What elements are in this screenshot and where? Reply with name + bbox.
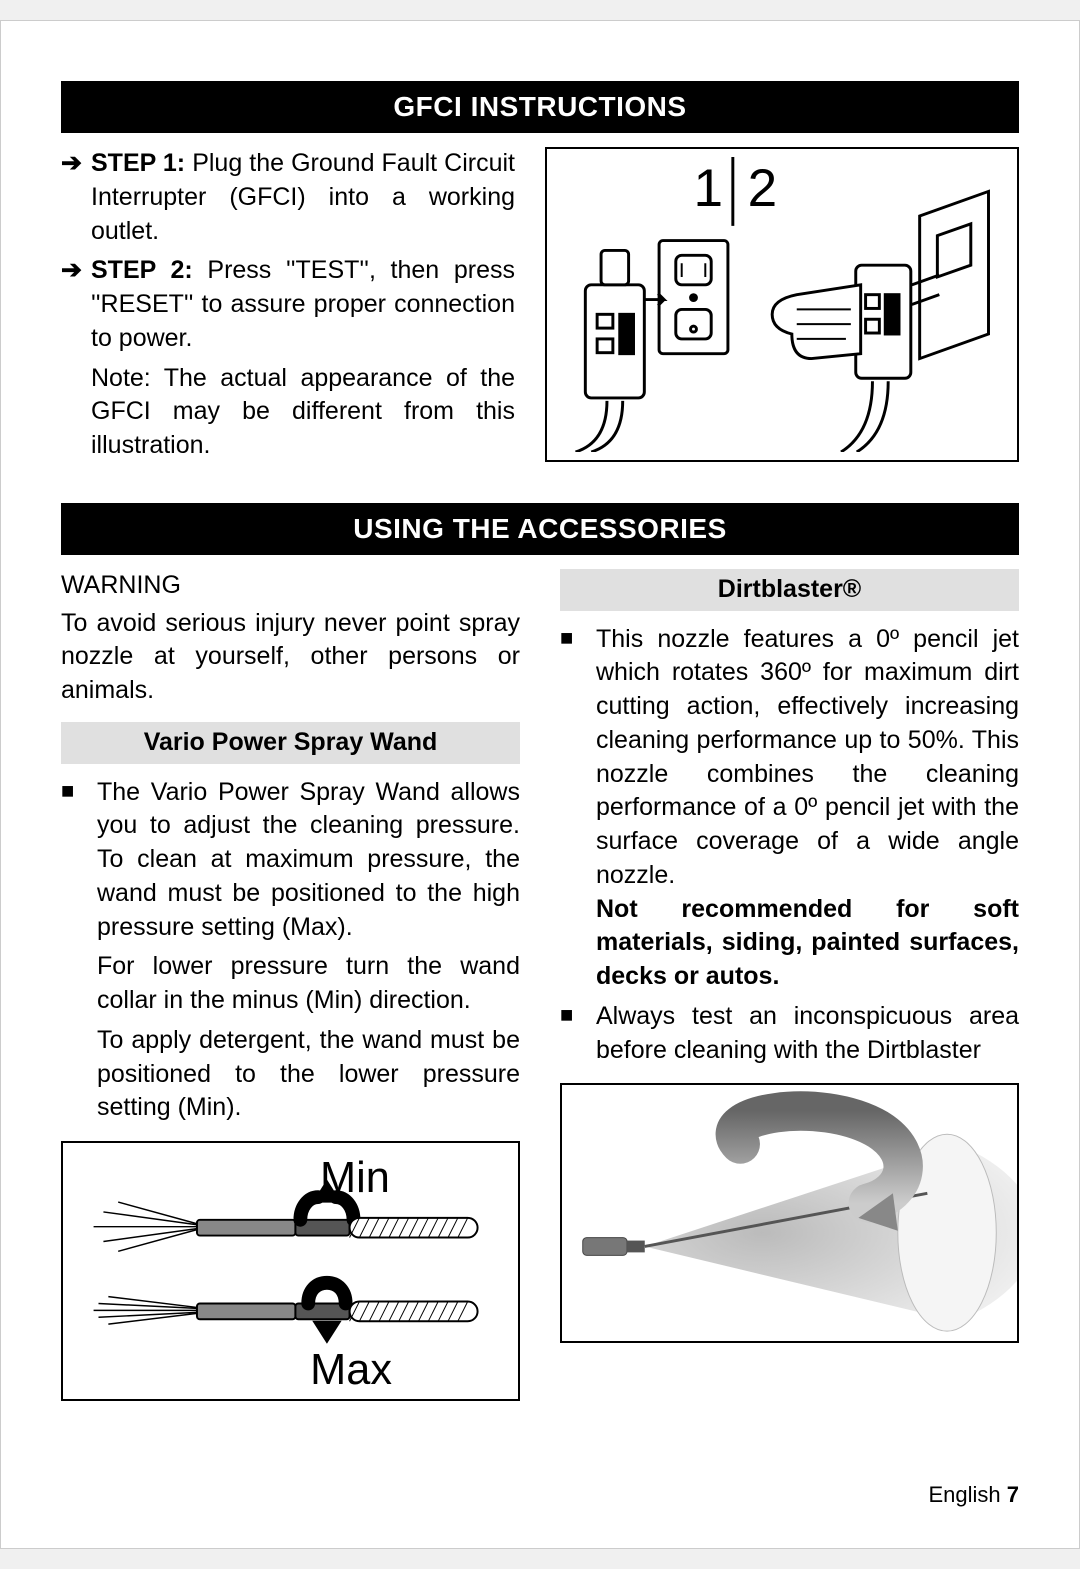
arrow-icon: ➔	[61, 254, 91, 355]
warning-label: WARNING	[61, 569, 520, 603]
nozzle-icon	[583, 1238, 645, 1256]
square-bullet-icon: ■	[61, 776, 97, 945]
outlet-plate-right-icon	[920, 191, 989, 358]
vario-p3: To apply detergent, the wand must be pos…	[97, 1024, 520, 1125]
gfci-plug-left-icon	[576, 250, 645, 452]
gfci-step-1: ➔ STEP 1: Plug the Ground Fault Circuit …	[61, 147, 515, 248]
fig-label-max: Max	[310, 1346, 392, 1394]
square-bullet-icon: ■	[560, 1000, 596, 1068]
dirt-p2: Always test an inconspicuous area before…	[596, 1000, 1019, 1068]
dirtblaster-heading: Dirtblaster®	[560, 569, 1019, 611]
arrow-icon: ➔	[61, 147, 91, 248]
dirt-bullet-1: ■ This nozzle features a 0º pencil jet w…	[560, 623, 1019, 994]
vario-p2: For lower pressure turn the wand collar …	[97, 950, 520, 1018]
left-column: WARNING To avoid serious injury never po…	[61, 569, 520, 1401]
dirtblaster-illustration	[560, 1083, 1019, 1343]
vario-bullet: ■ The Vario Power Spray Wand allows you …	[61, 776, 520, 945]
fig-number-2: 2	[748, 159, 778, 218]
hand-icon	[772, 285, 860, 359]
manual-page: Gfci Instructions ➔ STEP 1: Plug the Gro…	[0, 20, 1080, 1549]
wand-max-icon	[94, 1283, 478, 1343]
dirt-p1-bold: Not recommended for soft materials, sidi…	[596, 895, 1019, 991]
wand-min-icon	[94, 1180, 478, 1251]
vario-heading: Vario Power Spray Wand	[61, 722, 520, 764]
accessories-columns: WARNING To avoid serious injury never po…	[61, 569, 1019, 1401]
vario-illustration: Min	[61, 1141, 520, 1401]
square-bullet-icon: ■	[560, 623, 596, 994]
gfci-illustration: 1 2	[545, 147, 1019, 462]
right-column: Dirtblaster® ■ This nozzle features a 0º…	[560, 569, 1019, 1401]
section-heading-accessories: Using the Accessories	[61, 503, 1019, 555]
gfci-note: Note: The actual appearance of the GFCI …	[91, 362, 515, 463]
footer-language: English	[928, 1482, 1000, 1507]
section-heading-gfci: Gfci Instructions	[61, 81, 1019, 133]
step2-label: STEP 2:	[91, 256, 193, 284]
fig-number-1: 1	[694, 159, 724, 218]
vario-p1: The Vario Power Spray Wand allows you to…	[97, 776, 520, 945]
arrow-icon	[644, 294, 664, 306]
gfci-text-column: ➔ STEP 1: Plug the Ground Fault Circuit …	[61, 147, 515, 463]
warning-text: To avoid serious injury never point spra…	[61, 607, 520, 708]
gfci-block: ➔ STEP 1: Plug the Ground Fault Circuit …	[61, 147, 1019, 463]
step1-label: STEP 1:	[91, 149, 185, 177]
page-footer: English 7	[928, 1482, 1019, 1508]
dirt-p1: This nozzle features a 0º pencil jet whi…	[596, 625, 1019, 889]
footer-page-number: 7	[1007, 1482, 1019, 1507]
gfci-step-2: ➔ STEP 2: Press ''TEST'', then press ''R…	[61, 254, 515, 355]
outlet-plate-left-icon	[659, 241, 728, 354]
dirt-bullet-2: ■ Always test an inconspicuous area befo…	[560, 1000, 1019, 1068]
